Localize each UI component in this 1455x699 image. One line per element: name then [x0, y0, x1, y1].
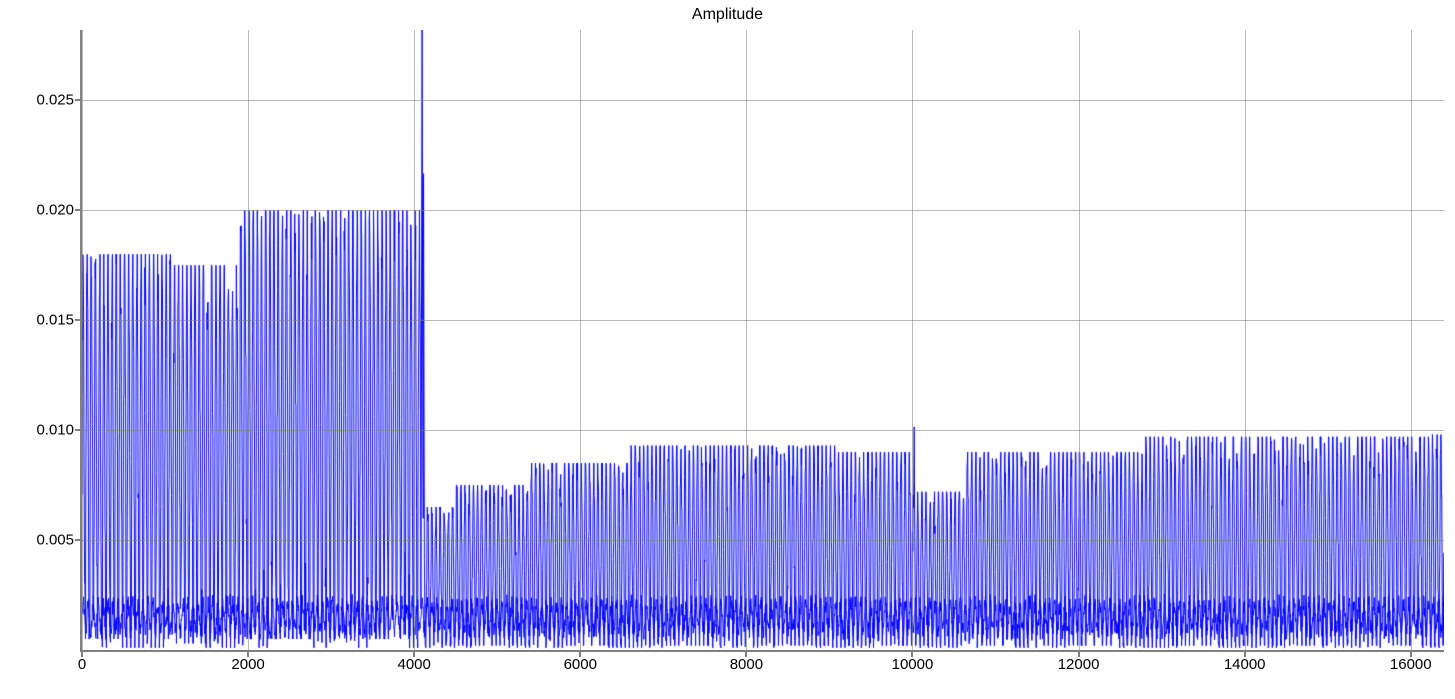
x-tick-label: 0 [78, 650, 86, 673]
x-tick-label: 14000 [1224, 650, 1266, 673]
gridline-vertical [82, 30, 83, 650]
x-tick-label: 4000 [398, 650, 431, 673]
gridline-horizontal [82, 100, 1444, 101]
gridline-vertical [580, 30, 581, 650]
x-tick-label: 16000 [1390, 650, 1432, 673]
gridline-vertical [414, 30, 415, 650]
gridline-horizontal [82, 540, 1444, 541]
gridline-horizontal [82, 210, 1444, 211]
gridline-vertical [1245, 30, 1246, 650]
gridline-horizontal [82, 320, 1444, 321]
gridline-vertical [248, 30, 249, 650]
x-tick-label: 2000 [231, 650, 264, 673]
x-tick-label: 12000 [1058, 650, 1100, 673]
y-tick-label: 0.015 [36, 312, 82, 329]
signal-line [82, 30, 1444, 650]
x-tick-label: 8000 [730, 650, 763, 673]
gridline-vertical [1079, 30, 1080, 650]
gridline-horizontal [82, 430, 1444, 431]
y-tick-label: 0.020 [36, 202, 82, 219]
gridline-vertical [1411, 30, 1412, 650]
chart-title: Amplitude [0, 6, 1455, 24]
gridline-vertical [912, 30, 913, 650]
y-tick-label: 0.010 [36, 422, 82, 439]
plot-area: 0.0050.0100.0150.0200.025020004000600080… [80, 30, 1444, 652]
amplitude-chart: Amplitude 0.0050.0100.0150.0200.02502000… [0, 0, 1455, 699]
x-tick-label: 6000 [564, 650, 597, 673]
y-tick-label: 0.025 [36, 92, 82, 109]
x-tick-label: 10000 [892, 650, 934, 673]
gridline-vertical [746, 30, 747, 650]
y-tick-label: 0.005 [36, 532, 82, 549]
